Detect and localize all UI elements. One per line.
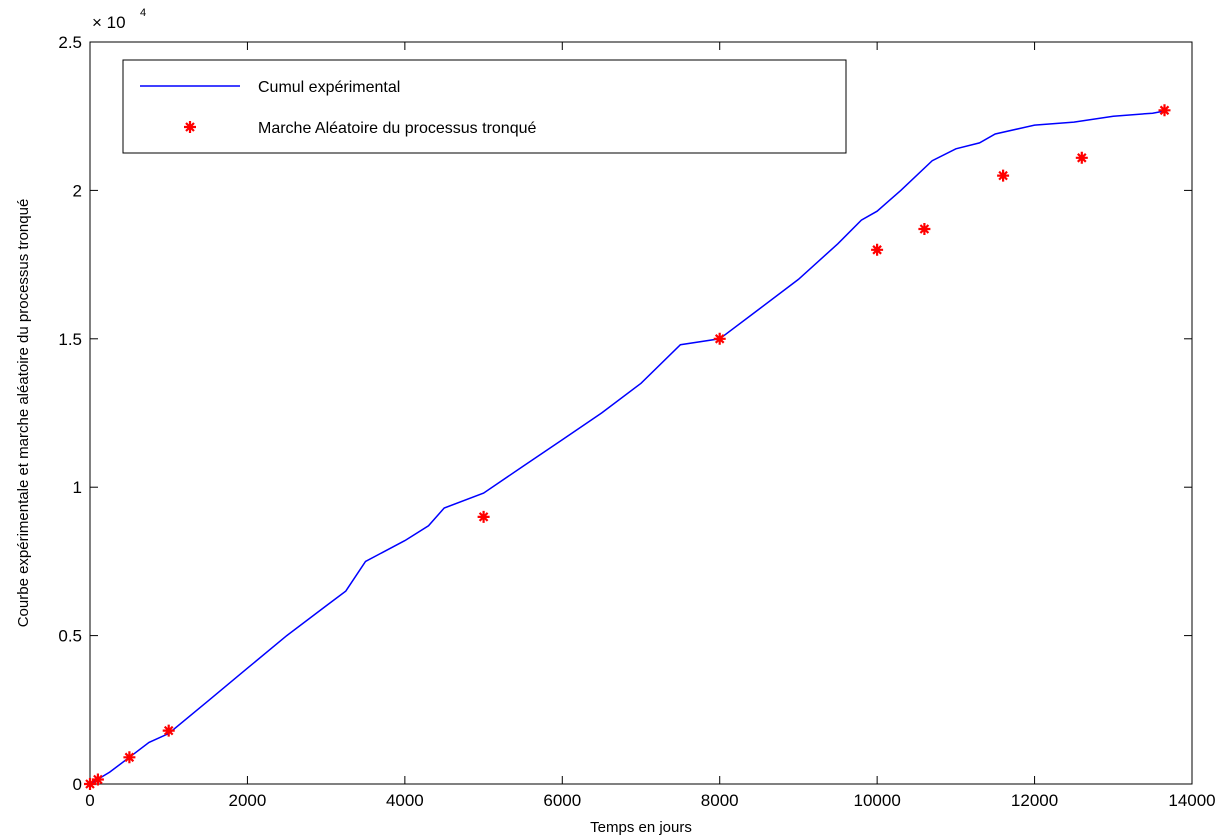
- legend-star-swatch: [184, 121, 196, 133]
- data-point-star: [91, 773, 104, 786]
- data-point-star: [123, 751, 136, 764]
- x-tick-label: 4000: [386, 791, 424, 810]
- y-tick-label: 1.5: [58, 330, 82, 349]
- data-point-star: [918, 223, 931, 235]
- y-tick-label: 2: [73, 181, 82, 200]
- y-multiplier-exponent: 4: [140, 7, 146, 19]
- series-group: [84, 104, 1171, 790]
- x-tick-label: 12000: [1011, 791, 1058, 810]
- data-point-star: [871, 243, 884, 256]
- data-point-star: [84, 778, 96, 790]
- x-tick-label: 14000: [1168, 791, 1215, 810]
- x-tick-label: 10000: [854, 791, 901, 810]
- legend-label-cumul: Cumul expérimental: [258, 79, 400, 96]
- y-tick-label: 0: [73, 775, 82, 794]
- y-axis-label: Courbe expérimentale et marche aléatoire…: [15, 199, 32, 628]
- data-point-star: [477, 510, 490, 523]
- ticks-group: 0 2000 4000 6000 8000 10000 12000 14000 0 0.5 1 1.5…: [58, 33, 1215, 810]
- legend-label-marche: Marche Aléatoire du processus tronqué: [258, 120, 536, 137]
- series-line-cumul: [89, 109, 1169, 785]
- data-point-star: [1075, 151, 1088, 164]
- x-tick-label: 0: [85, 791, 94, 810]
- x-tick-label: 2000: [229, 791, 267, 810]
- y-tick-label: 2.5: [58, 33, 82, 52]
- plot-area: [89, 41, 1193, 785]
- legend: Cumul expérimental Marche Aléatoire du p…: [122, 59, 847, 154]
- data-point-star: [162, 724, 175, 737]
- y-tick-label: 0.5: [58, 627, 82, 646]
- x-tick-label: 8000: [701, 791, 739, 810]
- data-point-star: [713, 332, 726, 345]
- data-point-star: [1158, 104, 1171, 117]
- y-multiplier-base: × 10: [92, 13, 126, 32]
- legend-box: [122, 59, 847, 154]
- x-axis-label: Temps en jours: [590, 819, 692, 836]
- x-tick-label: 6000: [543, 791, 581, 810]
- data-point-star: [997, 169, 1010, 182]
- y-tick-label: 1: [73, 478, 82, 497]
